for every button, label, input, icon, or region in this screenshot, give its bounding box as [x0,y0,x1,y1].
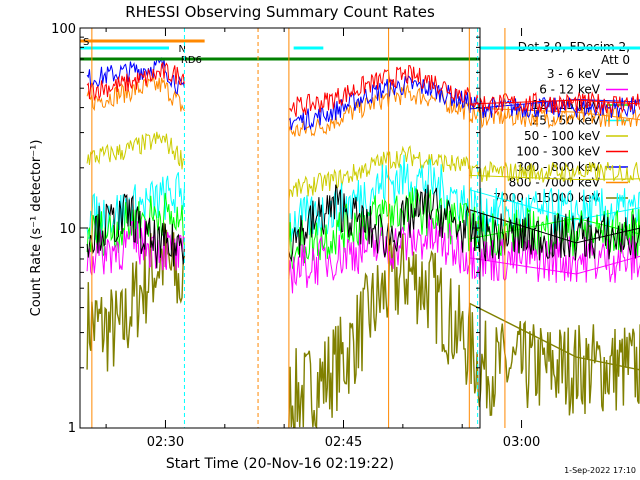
flag-bar-s: S [80,37,205,48]
legend-label: 100 - 300 keV [516,145,600,159]
series-trace [86,193,185,269]
y-axis-ticks [80,27,480,429]
x-tick-label: 02:30 [147,435,184,450]
legend-label: 7000 - 15000 keV [493,191,600,205]
legend-entry: 50 - 100 keV [524,129,628,143]
series-trace [86,76,185,112]
x-axis-label: Start Time (20-Nov-16 02:19:22) [166,456,394,472]
flag-bar-n: N [80,44,186,55]
series-trace [86,219,185,276]
series-trace [86,172,185,240]
legend-entry: 7000 - 15000 keV [493,191,628,205]
flag-bar-label: S [83,37,89,48]
series-trace [86,222,186,372]
y-tick-label-100: 100 [51,22,76,37]
flag-bar-rd6: RD6 [80,55,480,66]
legend-entry: 6 - 12 keV [539,83,628,97]
flag-bar-label: RD6 [181,55,202,66]
series-trace [86,131,185,170]
legend-header-line-2: Att 0 [601,53,630,67]
x-tick-label: 02:45 [325,435,362,450]
legend-label: 6 - 12 keV [539,83,601,97]
flag-bar-label: N [179,44,186,55]
legend-entry: 100 - 300 keV [516,145,628,159]
y-axis-label: Count Rate (s⁻¹ detector⁻¹) [29,140,44,317]
y-tick-label-10: 10 [59,222,76,237]
x-tick-label: 03:00 [503,435,540,450]
legend-label: 50 - 100 keV [524,129,601,143]
y-tick-label-1: 1 [68,421,76,436]
legend-label: 300 - 800 keV [516,160,600,174]
series-trace [86,61,185,102]
legend-entry: 3 - 6 keV [547,67,628,81]
legend-label: 3 - 6 keV [547,67,601,81]
footer-timestamp: 1-Sep-2022 17:10 [564,466,636,475]
legend-entry: 300 - 800 keV [516,160,628,174]
series-trace [86,56,185,95]
chart-title: RHESSI Observing Summary Count Rates [125,3,435,21]
